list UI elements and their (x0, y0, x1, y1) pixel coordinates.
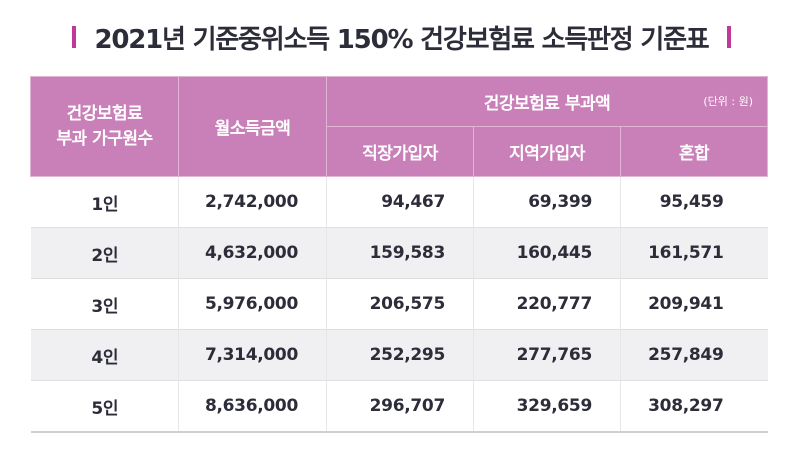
mixed-cell: 308,297 (620, 380, 768, 433)
regional-cell: 220,777 (473, 278, 621, 330)
table-row: 3인 5,976,000 206,575 220,777 209,941 (30, 278, 768, 330)
regional-cell: 329,659 (473, 380, 621, 433)
income-cell: 2,742,000 (178, 176, 327, 228)
table-row: 4인 7,314,000 252,295 277,765 257,849 (30, 329, 768, 381)
mixed-cell: 161,571 (620, 227, 768, 279)
unit-label: (단위 : 원) (703, 95, 753, 108)
regional-cell: 160,445 (473, 227, 621, 279)
header-premium-group: 건강보험료 부과액 (단위 : 원) (326, 76, 768, 127)
title-bar: 2021년 기준중위소득 150% 건강보험료 소득판정 기준표 (0, 12, 803, 62)
header-regional: 지역가입자 (473, 126, 621, 177)
income-cell: 5,976,000 (178, 278, 327, 330)
page-title: 2021년 기준중위소득 150% 건강보험료 소득판정 기준표 (94, 24, 709, 55)
table-row: 5인 8,636,000 296,707 329,659 308,297 (30, 380, 768, 433)
mixed-cell: 209,941 (620, 278, 768, 330)
header-employee: 직장가입자 (326, 126, 474, 177)
household-size-cell: 2인 (30, 227, 179, 279)
regional-cell: 69,399 (473, 176, 621, 228)
premium-criteria-table: 건강보험료 부과 가구원수 월소득금액 건강보험료 부과액 (단위 : 원) 직… (30, 76, 768, 433)
mixed-cell: 257,849 (620, 329, 768, 381)
header-household-size: 건강보험료 부과 가구원수 (30, 76, 179, 177)
header-monthly-income: 월소득금액 (178, 76, 327, 177)
employee-cell: 159,583 (326, 227, 474, 279)
household-size-cell: 1인 (30, 176, 179, 228)
header-premium-label: 건강보험료 부과액 (483, 94, 611, 114)
household-size-cell: 3인 (30, 278, 179, 330)
employee-cell: 94,467 (326, 176, 474, 228)
regional-cell: 277,765 (473, 329, 621, 381)
table-row: 2인 4,632,000 159,583 160,445 161,571 (30, 227, 768, 279)
employee-cell: 252,295 (326, 329, 474, 381)
income-cell: 7,314,000 (178, 329, 327, 381)
mixed-cell: 95,459 (620, 176, 768, 228)
title-right-accent (726, 26, 731, 48)
household-size-cell: 4인 (30, 329, 179, 381)
employee-cell: 296,707 (326, 380, 474, 433)
title-left-accent (72, 26, 77, 48)
employee-cell: 206,575 (326, 278, 474, 330)
household-size-cell: 5인 (30, 380, 179, 433)
income-cell: 4,632,000 (178, 227, 327, 279)
header-mixed: 혼합 (620, 126, 768, 177)
table-row: 1인 2,742,000 94,467 69,399 95,459 (30, 176, 768, 228)
income-cell: 8,636,000 (178, 380, 327, 433)
